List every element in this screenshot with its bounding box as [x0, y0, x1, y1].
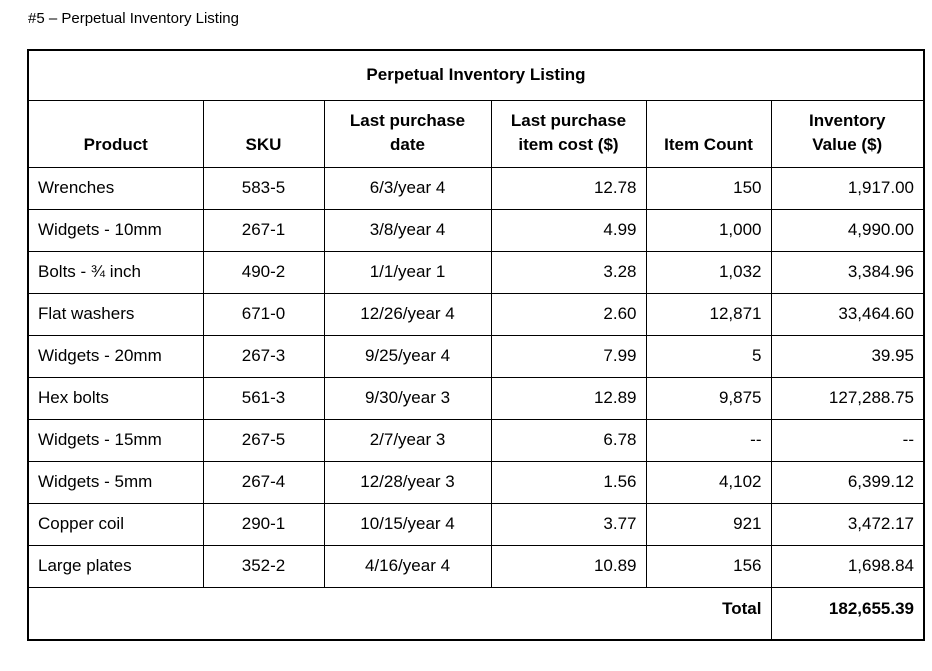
cell-item-count: 1,000 [645, 208, 772, 252]
cell-item-cost: 12.78 [490, 166, 647, 210]
cell-last-purchase-date: 4/16/year 4 [323, 544, 492, 588]
cell-product: Flat washers [27, 292, 204, 336]
cell-product: Hex bolts [27, 376, 204, 420]
table-title-row: Perpetual Inventory Listing [27, 49, 925, 101]
cell-item-count: 150 [645, 166, 772, 210]
col-header-inventory-value: Inventory Value ($) [770, 99, 925, 168]
table-row: Widgets - 10mm 267-1 3/8/year 4 4.99 1,0… [27, 208, 925, 252]
cell-last-purchase-date: 6/3/year 4 [323, 166, 492, 210]
cell-last-purchase-date: 3/8/year 4 [323, 208, 492, 252]
cell-item-count: 12,871 [645, 292, 772, 336]
cell-sku: 583-5 [202, 166, 325, 210]
cell-sku: 290-1 [202, 502, 325, 546]
cell-inventory-value: 127,288.75 [770, 376, 925, 420]
cell-product: Widgets - 5mm [27, 460, 204, 504]
cell-item-count: 4,102 [645, 460, 772, 504]
cell-item-count: 9,875 [645, 376, 772, 420]
cell-sku: 267-4 [202, 460, 325, 504]
cell-item-cost: 6.78 [490, 418, 647, 462]
cell-sku: 561-3 [202, 376, 325, 420]
cell-product: Large plates [27, 544, 204, 588]
total-value: 182,655.39 [770, 586, 925, 641]
cell-inventory-value: 3,384.96 [770, 250, 925, 294]
cell-last-purchase-date: 2/7/year 3 [323, 418, 492, 462]
cell-inventory-value: 39.95 [770, 334, 925, 378]
cell-item-count: 1,032 [645, 250, 772, 294]
table-row: Widgets - 15mm 267-5 2/7/year 3 6.78 -- … [27, 418, 925, 462]
cell-inventory-value: 3,472.17 [770, 502, 925, 546]
table-row: Hex bolts 561-3 9/30/year 3 12.89 9,875 … [27, 376, 925, 420]
cell-item-cost: 1.56 [490, 460, 647, 504]
cell-last-purchase-date: 9/30/year 3 [323, 376, 492, 420]
cell-sku: 267-1 [202, 208, 325, 252]
col-header-sku: SKU [202, 99, 325, 168]
cell-sku: 352-2 [202, 544, 325, 588]
table-row: Widgets - 20mm 267-3 9/25/year 4 7.99 5 … [27, 334, 925, 378]
table-row: Widgets - 5mm 267-4 12/28/year 3 1.56 4,… [27, 460, 925, 504]
table-row: Wrenches 583-5 6/3/year 4 12.78 150 1,91… [27, 166, 925, 210]
cell-item-count: -- [645, 418, 772, 462]
cell-item-cost: 12.89 [490, 376, 647, 420]
cell-item-count: 5 [645, 334, 772, 378]
cell-product: Copper coil [27, 502, 204, 546]
table-row: Flat washers 671-0 12/26/year 4 2.60 12,… [27, 292, 925, 336]
cell-item-cost: 3.28 [490, 250, 647, 294]
cell-sku: 267-5 [202, 418, 325, 462]
cell-product: Wrenches [27, 166, 204, 210]
col-header-last-purchase-date: Last purchase date [323, 99, 492, 168]
table-row: Large plates 352-2 4/16/year 4 10.89 156… [27, 544, 925, 588]
inventory-table: Perpetual Inventory Listing Product SKU … [27, 49, 925, 641]
cell-product: Widgets - 15mm [27, 418, 204, 462]
table-header-row: Product SKU Last purchase date Last purc… [27, 99, 925, 168]
cell-last-purchase-date: 1/1/year 1 [323, 250, 492, 294]
cell-inventory-value: 1,698.84 [770, 544, 925, 588]
cell-inventory-value: 6,399.12 [770, 460, 925, 504]
cell-item-cost: 7.99 [490, 334, 647, 378]
cell-last-purchase-date: 12/28/year 3 [323, 460, 492, 504]
cell-inventory-value: 1,917.00 [770, 166, 925, 210]
cell-inventory-value: 4,990.00 [770, 208, 925, 252]
cell-item-cost: 2.60 [490, 292, 647, 336]
cell-inventory-value: 33,464.60 [770, 292, 925, 336]
page-heading: #5 – Perpetual Inventory Listing [28, 10, 239, 27]
page: #5 – Perpetual Inventory Listing Perpetu… [0, 9, 932, 641]
cell-product: Widgets - 10mm [27, 208, 204, 252]
table-title: Perpetual Inventory Listing [27, 49, 925, 101]
cell-product: Widgets - 20mm [27, 334, 204, 378]
col-header-item-count: Item Count [645, 99, 772, 168]
col-header-last-purchase-item-cost: Last purchase item cost ($) [490, 99, 647, 168]
col-header-product: Product [27, 99, 204, 168]
cell-product: Bolts - ¾ inch [27, 250, 204, 294]
cell-last-purchase-date: 12/26/year 4 [323, 292, 492, 336]
cell-item-cost: 4.99 [490, 208, 647, 252]
cell-item-cost: 3.77 [490, 502, 647, 546]
table-row: Copper coil 290-1 10/15/year 4 3.77 921 … [27, 502, 925, 546]
cell-item-count: 921 [645, 502, 772, 546]
total-row: Total 182,655.39 [27, 586, 925, 641]
cell-inventory-value: -- [770, 418, 925, 462]
cell-sku: 267-3 [202, 334, 325, 378]
cell-item-cost: 10.89 [490, 544, 647, 588]
table-row: Bolts - ¾ inch 490-2 1/1/year 1 3.28 1,0… [27, 250, 925, 294]
cell-last-purchase-date: 10/15/year 4 [323, 502, 492, 546]
cell-item-count: 156 [645, 544, 772, 588]
total-label: Total [27, 586, 772, 641]
cell-sku: 490-2 [202, 250, 325, 294]
cell-sku: 671-0 [202, 292, 325, 336]
cell-last-purchase-date: 9/25/year 4 [323, 334, 492, 378]
